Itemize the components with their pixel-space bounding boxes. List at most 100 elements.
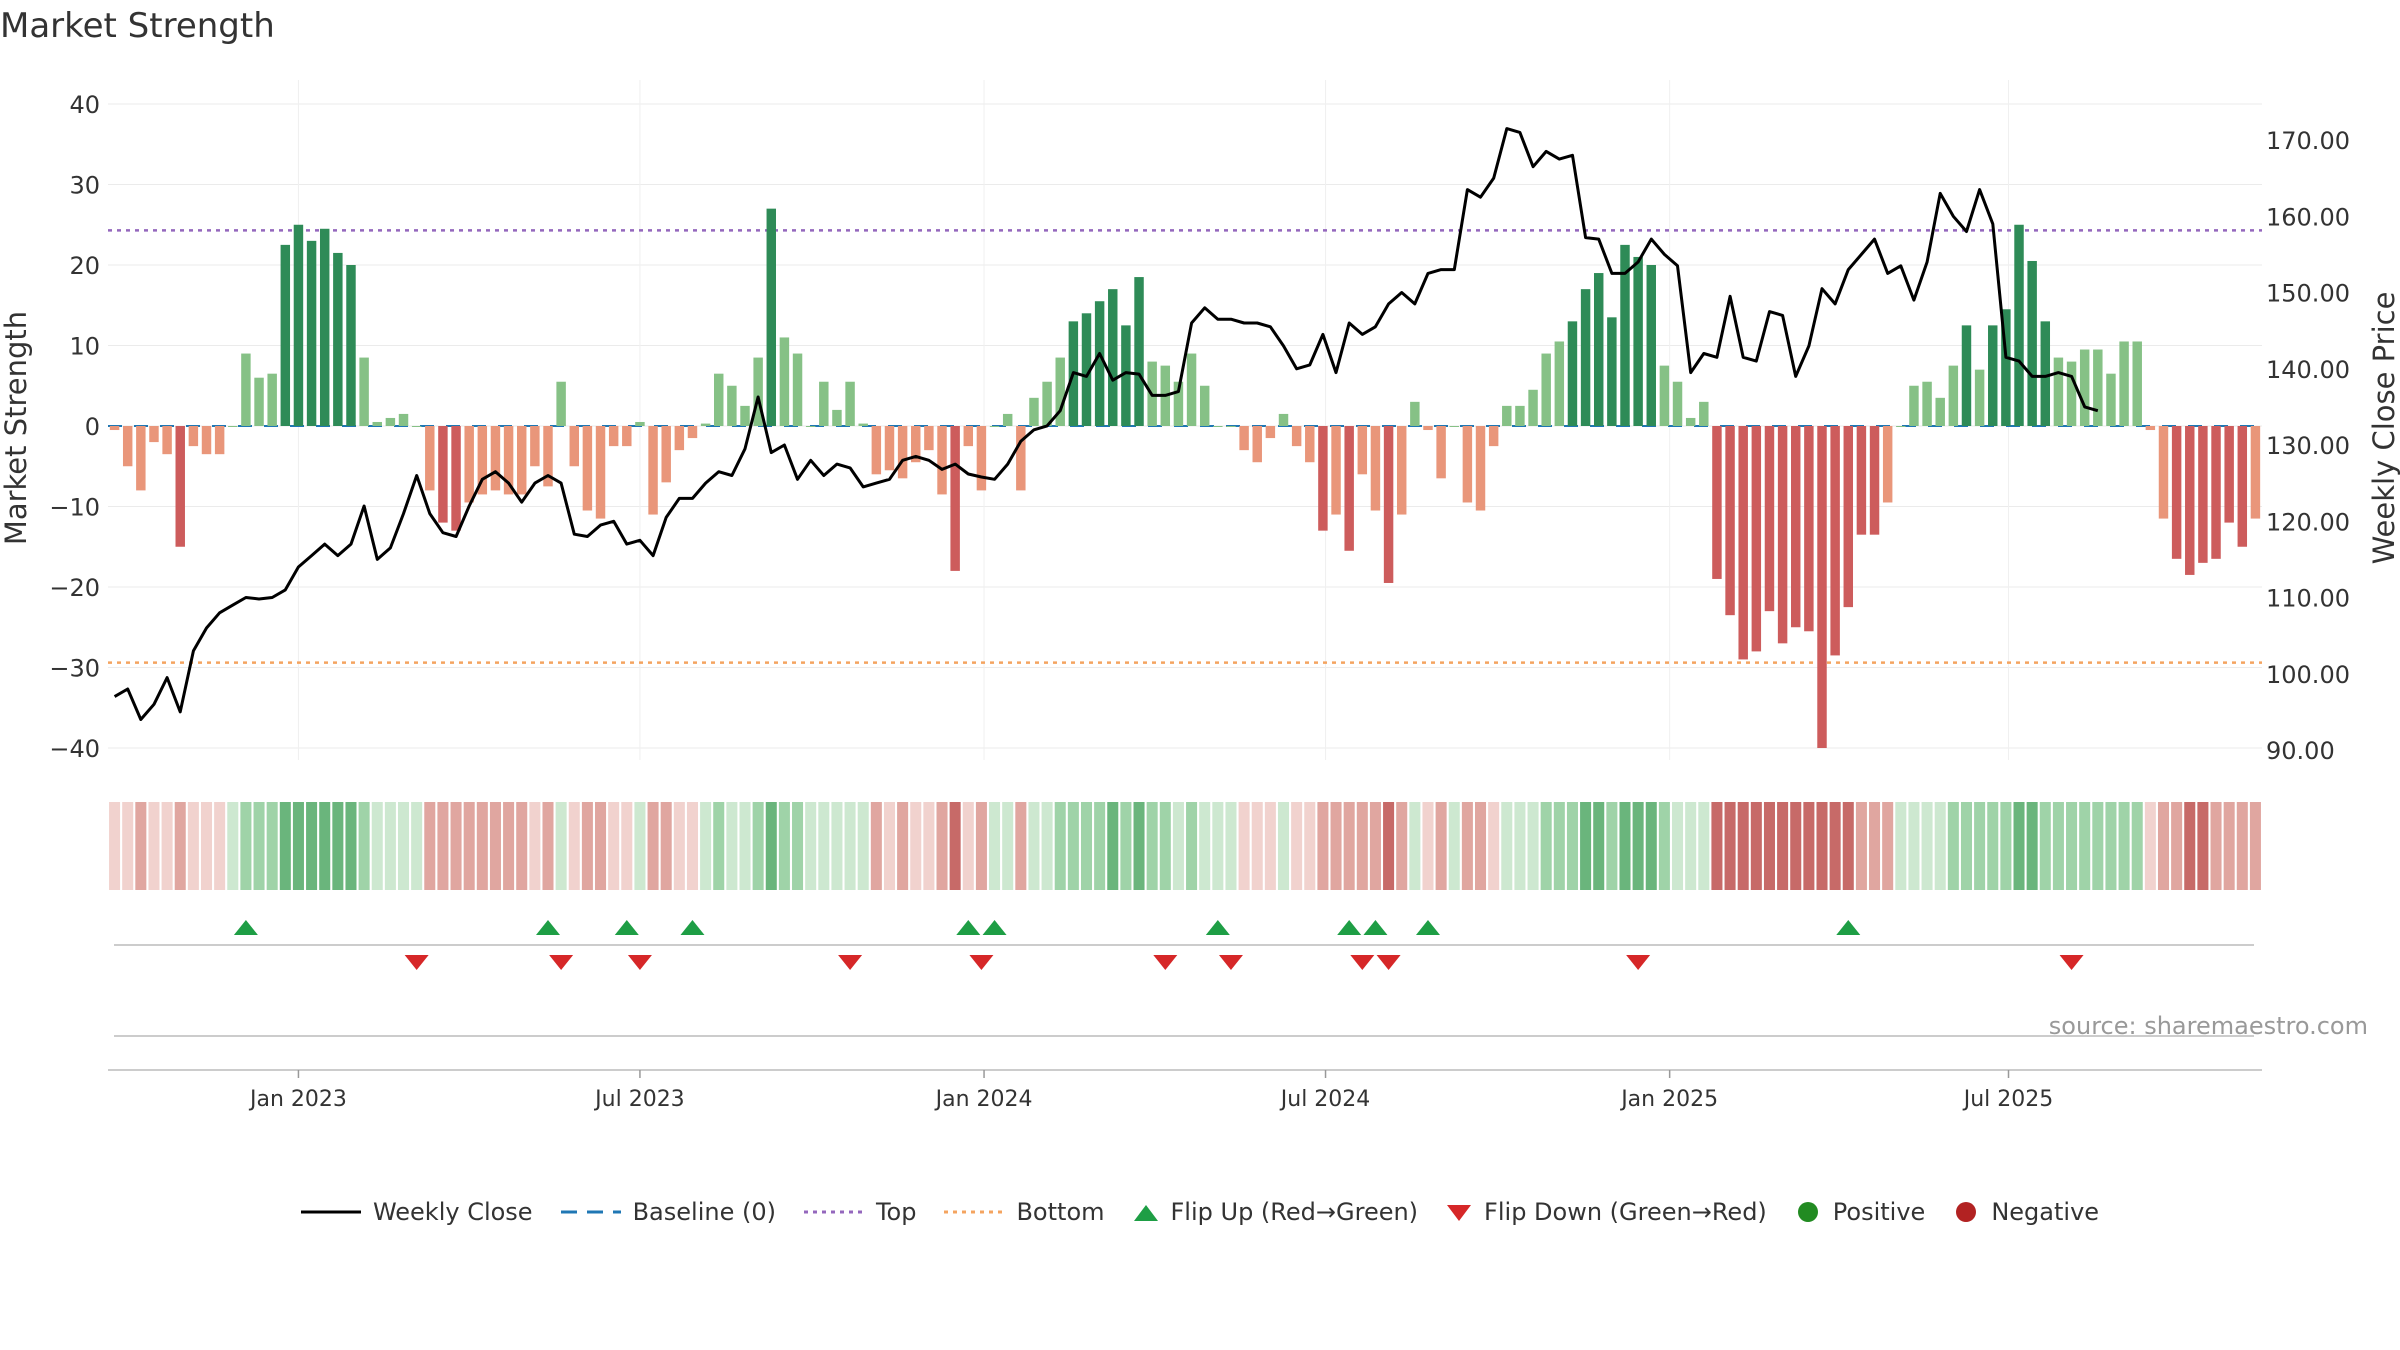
flip-up-marker <box>1337 920 1362 935</box>
strength-bar <box>280 244 291 426</box>
strength-bar <box>1633 256 1643 426</box>
strength-bar <box>319 228 330 426</box>
right-tick-label: 170.00 <box>2266 127 2350 155</box>
heat-cell <box>1461 802 1473 890</box>
flip-down-marker <box>969 955 994 970</box>
heat-cell <box>1645 802 1657 890</box>
heat-cell <box>621 802 633 890</box>
strength-bar <box>2001 309 2011 426</box>
heat-cell <box>489 802 501 890</box>
heat-cell <box>1383 802 1395 890</box>
heat-cell <box>1343 802 1355 890</box>
heat-cell <box>1816 802 1828 890</box>
heat-cell <box>2118 802 2130 890</box>
strength-bar <box>1528 389 1538 426</box>
strength-bar <box>674 426 685 451</box>
heat-cell <box>424 802 436 890</box>
heat-cell <box>463 802 475 890</box>
flip-up-marker <box>1205 920 1230 935</box>
strength-bar <box>1370 426 1381 511</box>
heat-cell <box>1028 802 1040 890</box>
strength-bar <box>1712 426 1722 579</box>
flip-down-marker <box>1626 955 1651 970</box>
heat-cell <box>1264 802 1276 890</box>
heat-cell <box>1566 802 1578 890</box>
heat-cell <box>2131 802 2143 890</box>
flip-up-marker <box>982 920 1007 935</box>
heat-cell <box>1146 802 1158 890</box>
heat-cell <box>1133 802 1145 890</box>
heat-cell <box>411 802 423 890</box>
page-title: Market Strength <box>0 6 275 46</box>
strength-bar <box>1817 426 1827 748</box>
triangle-up-icon <box>1133 1205 1158 1221</box>
strength-bar <box>1699 401 1709 426</box>
heat-cell <box>371 802 383 890</box>
strength-bar <box>1344 426 1354 551</box>
strength-bar <box>1042 381 1052 426</box>
strength-bar <box>267 373 277 426</box>
heat-cell <box>1448 802 1460 890</box>
strength-bar <box>2250 426 2261 519</box>
heat-cell <box>700 802 712 890</box>
heat-cell <box>1593 802 1605 890</box>
strength-bar <box>595 426 606 519</box>
strength-bar <box>608 426 619 447</box>
heat-cell <box>2144 802 2156 890</box>
dotted-line-icon <box>944 1210 1005 1214</box>
strength-bar <box>2119 341 2129 426</box>
heat-cell <box>1291 802 1303 890</box>
heat-cell <box>1908 802 1920 890</box>
heat-cell <box>1974 802 1986 890</box>
strength-bar <box>700 423 711 426</box>
strength-bars <box>109 208 2261 748</box>
dotted-line-icon <box>803 1210 864 1214</box>
strength-bar <box>1935 397 1945 426</box>
strength-bar <box>1226 426 1236 427</box>
heat-cell <box>2236 802 2248 890</box>
strength-bar <box>1396 426 1407 515</box>
heat-cell <box>122 802 134 890</box>
strength-bar <box>1738 426 1748 660</box>
heat-cell <box>398 802 410 890</box>
strength-bar <box>1974 369 1985 426</box>
heat-cell <box>1960 802 1972 890</box>
heat-cell <box>1015 802 1027 890</box>
strength-bar <box>1607 317 1617 426</box>
heat-cell <box>2092 802 2104 890</box>
weekly-close-line <box>113 127 2099 721</box>
heat-cell <box>109 802 121 890</box>
strength-bar <box>1843 426 1854 608</box>
right-tick-label: 160.00 <box>2266 203 2350 231</box>
source-text: source: sharemaestro.com <box>2049 1012 2368 1040</box>
heat-cell <box>1619 802 1631 890</box>
strength-bar <box>2237 426 2248 547</box>
heat-cell <box>1251 802 1263 890</box>
strength-bar <box>1488 426 1499 447</box>
right-tick-label: 90.00 <box>2266 737 2335 765</box>
heat-cell <box>805 802 817 890</box>
strength-bar <box>2027 260 2037 426</box>
heat-cell <box>1409 802 1421 890</box>
heat-cell <box>1777 802 1789 890</box>
legend-label: Weekly Close <box>372 1198 533 1226</box>
heat-cell <box>1212 802 1224 890</box>
flip-up-marker <box>1415 920 1440 935</box>
strength-bar <box>661 426 671 483</box>
legend-item-flip-up: Flip Up (Red→Green) <box>1133 1198 1418 1226</box>
heat-cell <box>1553 802 1565 890</box>
strength-bar <box>175 426 185 547</box>
heat-cell <box>1435 802 1447 890</box>
strength-bar <box>1922 381 1932 426</box>
heat-cell <box>148 802 160 890</box>
strength-bar <box>1988 325 1998 426</box>
strength-bar <box>937 426 947 495</box>
strength-bar <box>1108 289 1118 426</box>
legend-label: Negative <box>1991 1198 2100 1226</box>
strength-bar <box>766 208 777 426</box>
heat-cell <box>555 802 567 890</box>
left-axis: 40 30 20 10 0 −10 −20 −30 −40 <box>49 91 100 763</box>
strength-bar <box>911 426 921 463</box>
heat-cell <box>2210 802 2222 890</box>
strength-bar <box>2185 426 2195 575</box>
